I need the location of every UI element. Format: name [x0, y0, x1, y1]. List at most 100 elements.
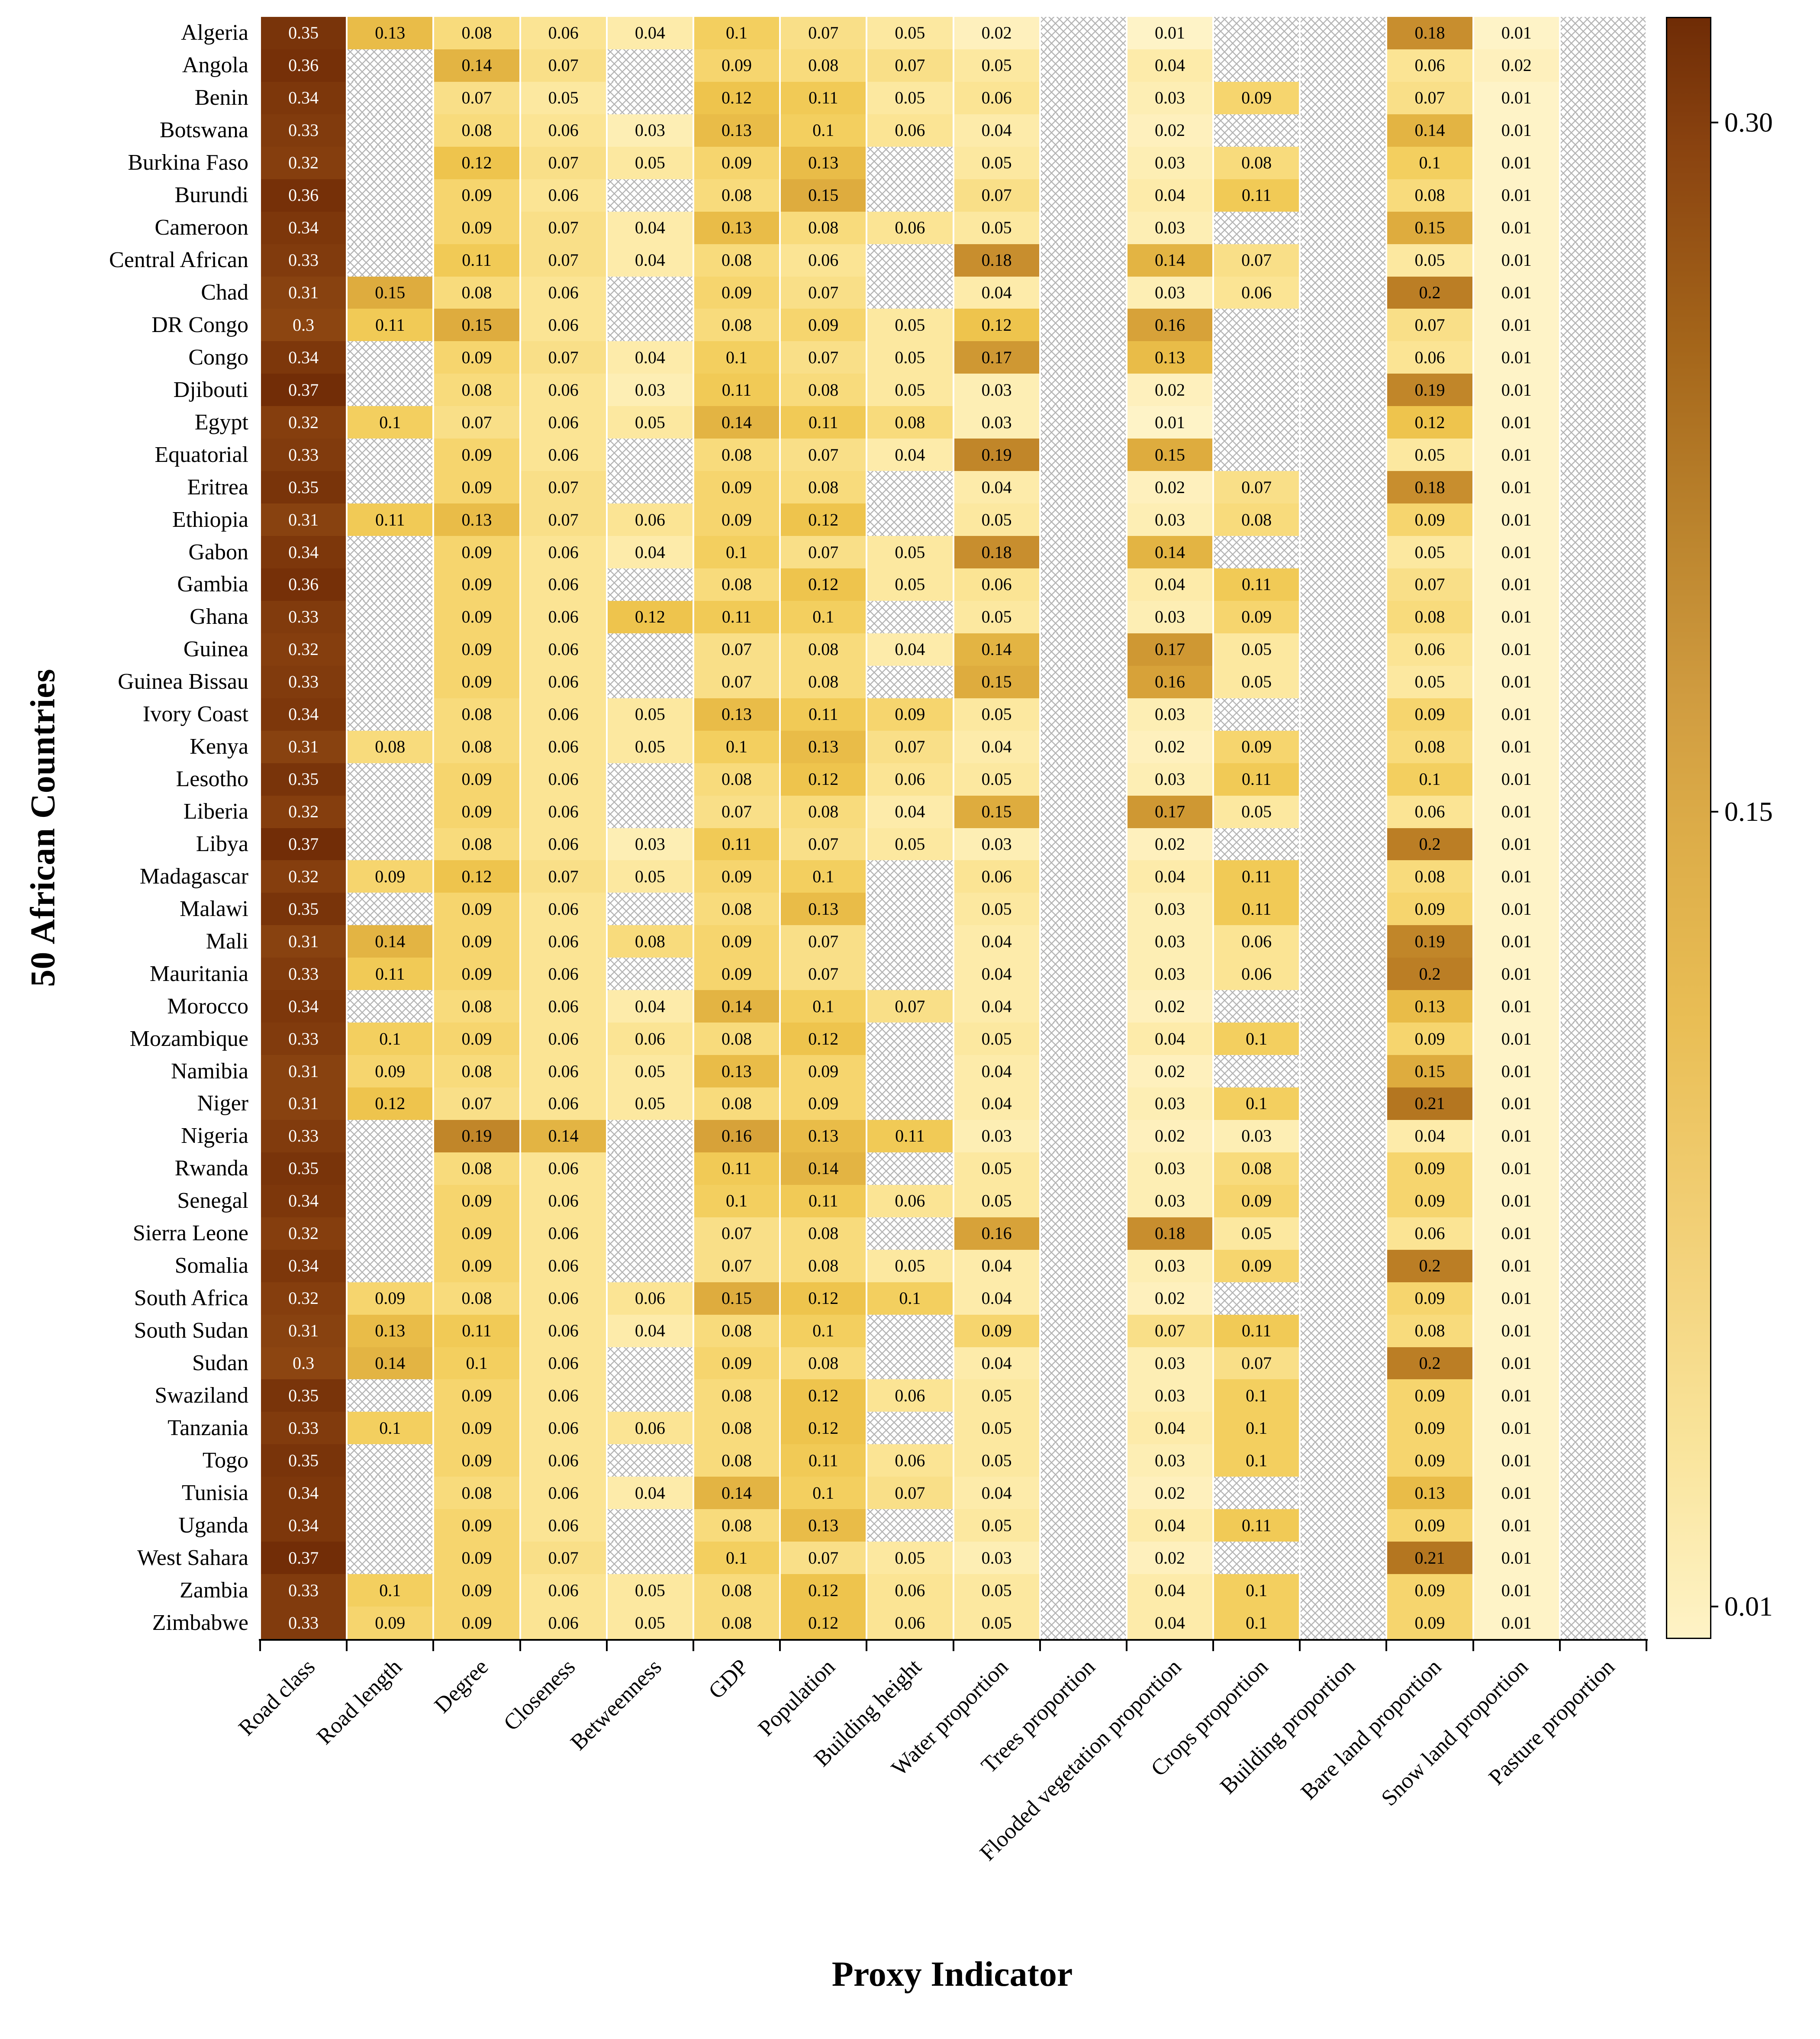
heatmap-cell: 0.06 — [520, 1055, 607, 1088]
heatmap-cell: 0.12 — [780, 1607, 867, 1639]
heatmap-cell: 0.15 — [953, 665, 1040, 698]
heatmap-cell — [347, 81, 434, 114]
heatmap-cell: 0.05 — [606, 1607, 693, 1639]
heatmap-cell — [1040, 763, 1127, 796]
heatmap-cell — [1213, 309, 1300, 342]
heatmap-cell — [1559, 1249, 1646, 1282]
heatmap-cell: 0.34 — [260, 1184, 347, 1217]
row-label: Guinea Bissau — [118, 669, 248, 694]
heatmap-cell: 0.13 — [693, 211, 780, 244]
heatmap-cell: 0.01 — [1473, 1023, 1560, 1055]
row-label: Morocco — [167, 994, 248, 1019]
heatmap-cell — [1300, 665, 1387, 698]
heatmap-cell: 0.11 — [780, 698, 867, 731]
heatmap-cell: 0.32 — [260, 795, 347, 828]
heatmap-cell: 0.09 — [1386, 698, 1473, 731]
heatmap-cell: 0.21 — [1386, 1542, 1473, 1574]
heatmap-cell — [867, 503, 953, 536]
heatmap-cell: 0.12 — [780, 763, 867, 796]
heatmap-cell: 0.01 — [1473, 860, 1560, 893]
heatmap-cell — [1213, 828, 1300, 861]
heatmap-cell — [1300, 698, 1387, 731]
heatmap-cell — [1300, 1023, 1387, 1055]
heatmap-cell: 0.02 — [1126, 1477, 1214, 1510]
heatmap-cell: 0.05 — [953, 211, 1040, 244]
heatmap-cell: 0.06 — [1213, 276, 1300, 309]
heatmap-cell: 0.09 — [693, 958, 780, 990]
row-label: South Africa — [134, 1286, 248, 1311]
heatmap-cell — [1040, 1412, 1127, 1445]
heatmap-cell: 0.15 — [433, 309, 520, 342]
heatmap-cell: 0.15 — [1386, 1055, 1473, 1088]
heatmap-cell: 0.06 — [520, 633, 607, 666]
x-axis-tick — [779, 1641, 781, 1651]
heatmap-cell: 0.06 — [520, 730, 607, 763]
heatmap-cell — [1213, 1282, 1300, 1315]
heatmap-cell: 0.03 — [1126, 698, 1214, 731]
heatmap-cell: 0.04 — [606, 536, 693, 568]
heatmap-cell: 0.11 — [693, 1152, 780, 1185]
heatmap-cell: 0.34 — [260, 211, 347, 244]
heatmap-cell — [867, 600, 953, 633]
heatmap-cell — [347, 665, 434, 698]
heatmap-cell — [1300, 1249, 1387, 1282]
heatmap-cell: 0.08 — [693, 893, 780, 926]
heatmap-cell: 0.01 — [1473, 665, 1560, 698]
heatmap-cell: 0.03 — [953, 1120, 1040, 1152]
heatmap-cell: 0.14 — [953, 633, 1040, 666]
heatmap-cell: 0.08 — [780, 633, 867, 666]
heatmap-cell: 0.13 — [780, 1120, 867, 1152]
heatmap-cell: 0.13 — [780, 730, 867, 763]
x-axis-tick — [606, 1641, 608, 1651]
heatmap-cell — [1040, 795, 1127, 828]
heatmap-cell: 0.08 — [693, 568, 780, 601]
heatmap-cell: 0.12 — [780, 568, 867, 601]
heatmap-cell: 0.11 — [1213, 568, 1300, 601]
row-label: Ivory Coast — [142, 702, 248, 727]
row-label: Malawi — [180, 896, 248, 921]
heatmap-cell — [347, 893, 434, 926]
heatmap-cell: 0.04 — [1126, 1607, 1214, 1639]
heatmap-cell: 0.13 — [693, 1055, 780, 1088]
heatmap-cell — [1040, 1282, 1127, 1315]
heatmap-cell — [606, 763, 693, 796]
heatmap-cell: 0.14 — [520, 1120, 607, 1152]
heatmap-cell — [1040, 374, 1127, 407]
heatmap-cell: 0.34 — [260, 536, 347, 568]
x-axis-tick — [1039, 1641, 1041, 1651]
heatmap-cell: 0.11 — [1213, 893, 1300, 926]
row-label: Burkina Faso — [128, 150, 248, 175]
heatmap-cell: 0.2 — [1386, 1249, 1473, 1282]
heatmap-cell: 0.05 — [606, 146, 693, 179]
heatmap-cell: 0.33 — [260, 1412, 347, 1445]
heatmap-cell: 0.07 — [433, 1087, 520, 1120]
heatmap-cell: 0.04 — [606, 17, 693, 49]
heatmap-cell: 0.13 — [693, 698, 780, 731]
heatmap-cell: 0.14 — [780, 1152, 867, 1185]
heatmap-cell: 0.01 — [1473, 1412, 1560, 1445]
heatmap-cell: 0.09 — [1213, 730, 1300, 763]
heatmap-cell: 0.05 — [606, 1087, 693, 1120]
heatmap-cell: 0.16 — [1126, 665, 1214, 698]
heatmap-cell — [1559, 439, 1646, 471]
heatmap-cell: 0.32 — [260, 1282, 347, 1315]
heatmap-cell: 0.06 — [520, 1607, 607, 1639]
heatmap-cell: 0.07 — [780, 958, 867, 990]
heatmap-cell: 0.01 — [1473, 1477, 1560, 1510]
heatmap-cell: 0.33 — [260, 958, 347, 990]
heatmap-cell: 0.01 — [1473, 1120, 1560, 1152]
heatmap-cell: 0.05 — [1213, 633, 1300, 666]
colorbar-tick — [1711, 121, 1718, 123]
row-label: Sudan — [192, 1351, 248, 1375]
heatmap-cell — [1300, 374, 1387, 407]
heatmap-cell: 0.04 — [953, 958, 1040, 990]
heatmap-cell: 0.09 — [693, 925, 780, 958]
heatmap-cell — [1040, 1574, 1127, 1607]
heatmap-cell: 0.03 — [1126, 1444, 1214, 1477]
x-axis-tick — [346, 1641, 348, 1651]
heatmap-cell: 0.05 — [953, 1023, 1040, 1055]
heatmap-cell: 0.05 — [953, 763, 1040, 796]
heatmap-cell: 0.35 — [260, 17, 347, 49]
heatmap-cell — [606, 439, 693, 471]
heatmap-cell: 0.06 — [867, 114, 953, 147]
